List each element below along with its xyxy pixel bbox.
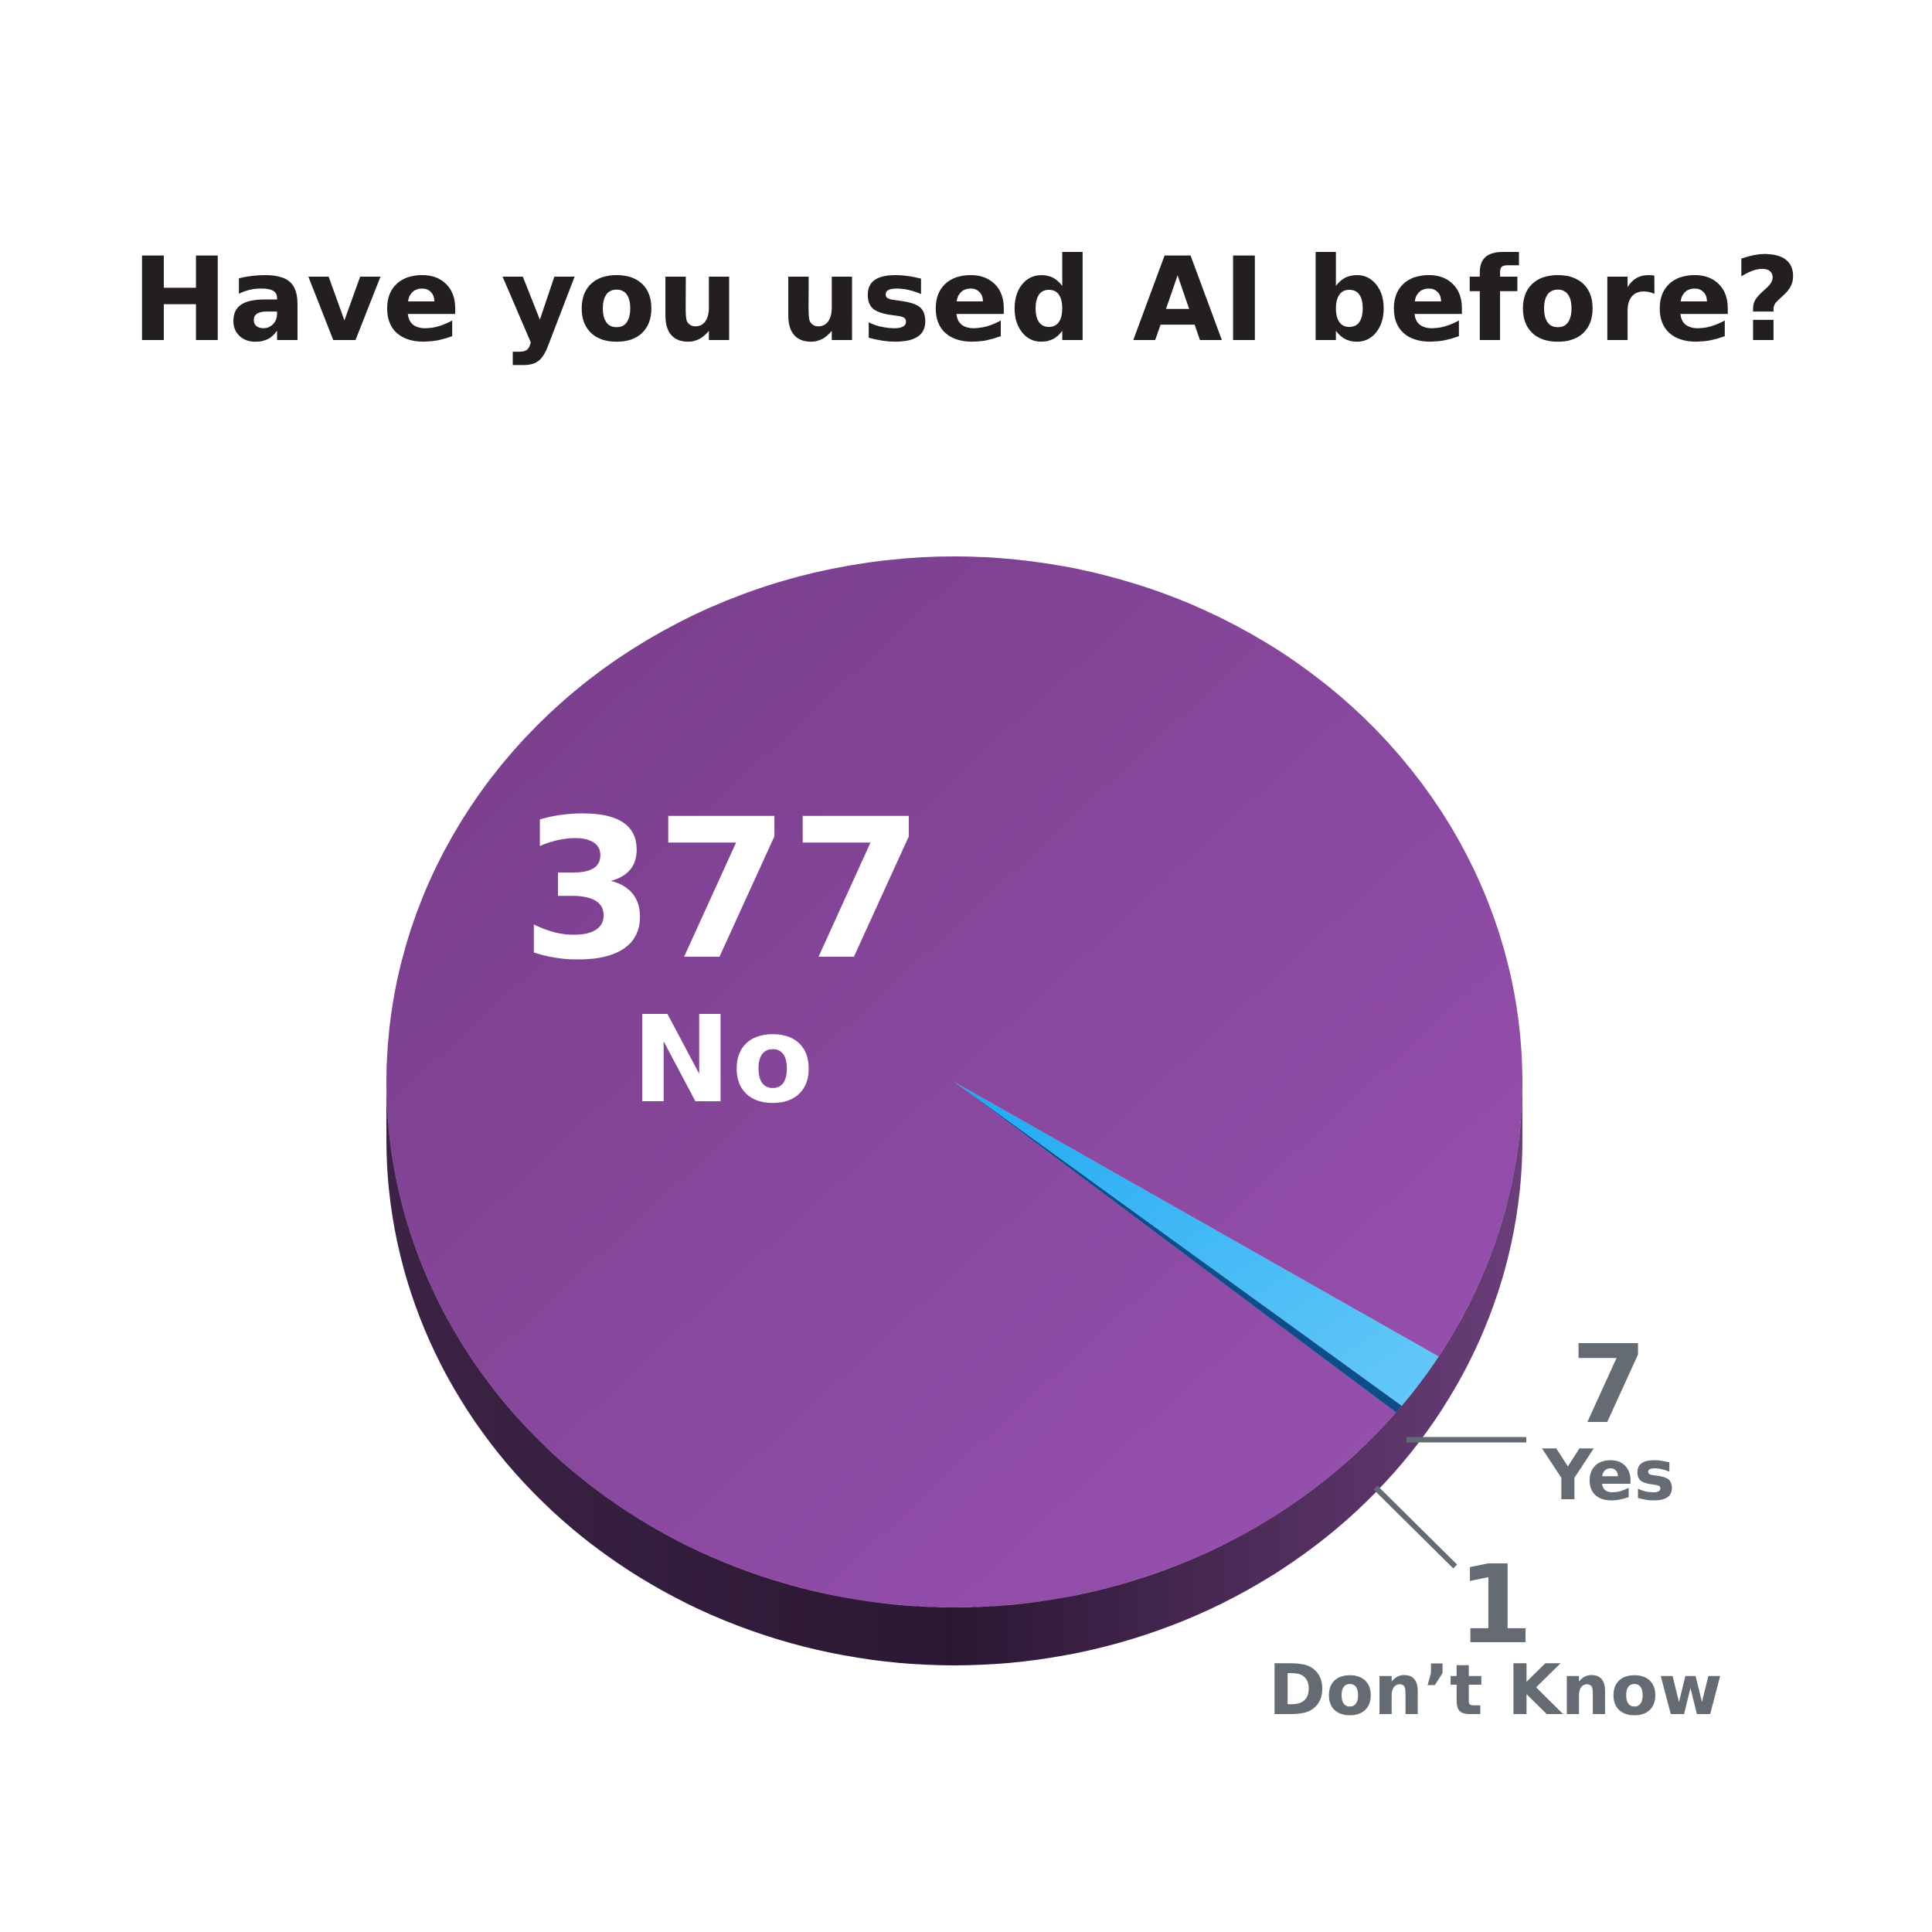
slice-dont-know [954, 1082, 1402, 1413]
chart-title: Have you used AI before? [131, 233, 1801, 368]
slice-yes-value: 7 [1571, 1322, 1646, 1448]
slice-dont-know-label: Don’t Know [1268, 1650, 1723, 1731]
leader-line-dont-know [1373, 1485, 1458, 1569]
pie-group [386, 556, 1522, 1665]
slice-dont-know-value: 1 [1458, 1543, 1532, 1668]
slice-no-label: No [631, 990, 814, 1130]
slice-no-value: 377 [521, 777, 924, 1002]
slice-yes-label: Yes [1542, 1435, 1675, 1516]
slice-yes [954, 1082, 1439, 1406]
slice-no [386, 556, 1522, 1608]
